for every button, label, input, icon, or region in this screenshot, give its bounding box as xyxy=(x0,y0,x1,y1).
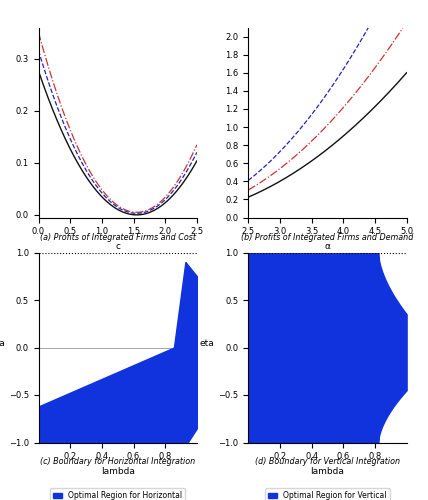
X-axis label: lambda: lambda xyxy=(310,467,345,476)
Text: (c) Boundary for Horizontal Integration: (c) Boundary for Horizontal Integration xyxy=(40,458,195,466)
Legend: Optimal Region for Vertical: Optimal Region for Vertical xyxy=(265,488,390,500)
X-axis label: c: c xyxy=(115,242,120,251)
Text: (a) Profits of Integrated Firms and Cost: (a) Profits of Integrated Firms and Cost xyxy=(40,232,196,241)
Text: (b) Profits of Integrated Firms and Demand: (b) Profits of Integrated Firms and Dema… xyxy=(241,232,413,241)
Y-axis label: eta: eta xyxy=(0,338,5,347)
Y-axis label: eta: eta xyxy=(200,338,215,347)
X-axis label: α: α xyxy=(324,242,330,251)
X-axis label: lambda: lambda xyxy=(101,467,135,476)
Legend: No Integration, Horizontal, Vertical: No Integration, Horizontal, Vertical xyxy=(40,262,195,274)
Legend: Optimal Region for Horizontal: Optimal Region for Horizontal xyxy=(50,488,185,500)
Legend: No Integration, Horizontal, Vertical: No Integration, Horizontal, Vertical xyxy=(250,262,405,274)
Text: (d) Boundary for Vertical Integration: (d) Boundary for Vertical Integration xyxy=(255,458,400,466)
